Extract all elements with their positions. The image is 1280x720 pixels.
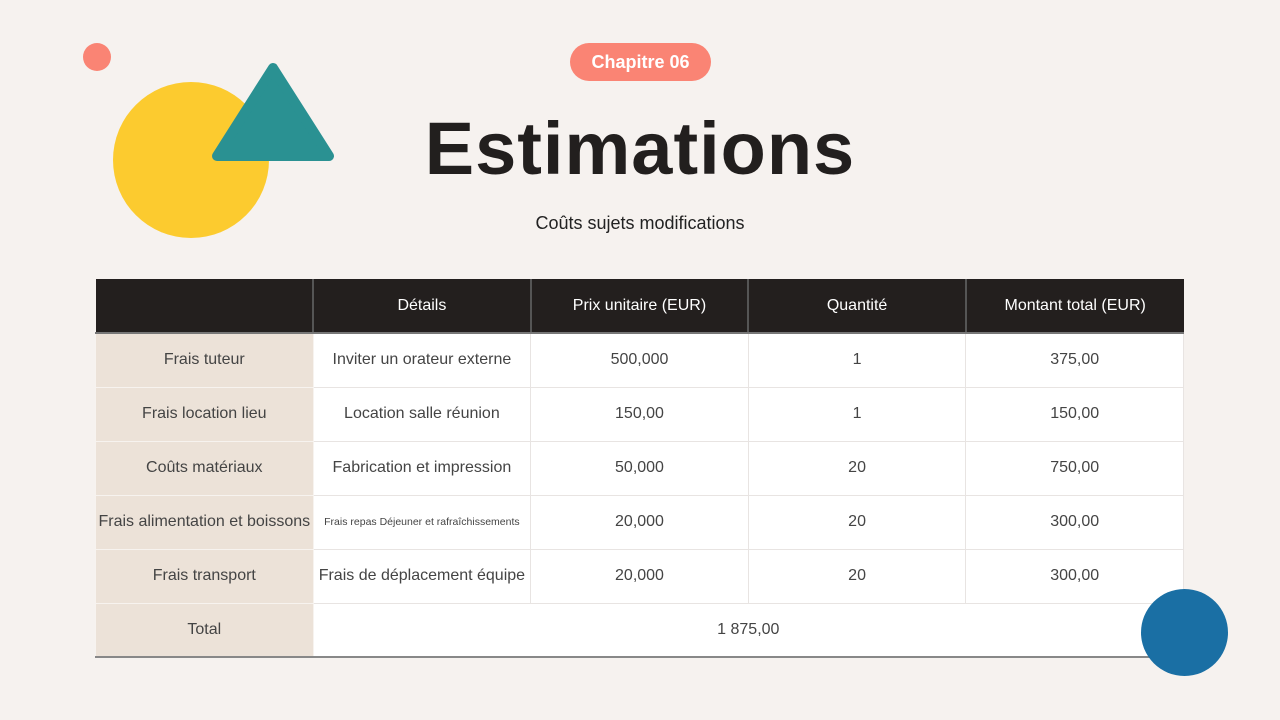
decorative-coral-dot [83, 43, 111, 71]
row-label: Frais location lieu [95, 386, 314, 442]
decorative-teal-triangle [212, 63, 334, 161]
row-unit-price: 20,000 [530, 494, 749, 550]
row-label: Frais tuteur [95, 332, 314, 388]
table-row: Frais tuteur Inviter un orateur externe 50… [95, 332, 1184, 388]
table-row: Frais location lieu Location salle réunio… [95, 386, 1184, 442]
row-label: Coûts matériaux [95, 440, 314, 496]
row-details: Inviter un orateur externe [312, 332, 532, 388]
header-total: Montant total (EUR) [964, 279, 1184, 334]
row-quantity: 20 [747, 494, 967, 550]
table-row: Frais transport Frais de déplacement équi… [95, 548, 1184, 604]
row-details: Location salle réunion [312, 386, 532, 442]
row-label: Frais alimentation et boissons [95, 494, 314, 550]
row-total: 300,00 [965, 494, 1184, 550]
chapter-badge: Chapitre 06 [570, 43, 711, 81]
decorative-blue-circle [1141, 589, 1228, 676]
total-row: Total 1 875,00 [95, 602, 1185, 658]
row-quantity: 1 [747, 386, 967, 442]
row-unit-price: 50,000 [530, 440, 749, 496]
row-total: 300,00 [965, 548, 1184, 604]
row-details: Frais de déplacement équipe [312, 548, 532, 604]
header-empty [95, 279, 314, 334]
header-unit-price: Prix unitaire (EUR) [529, 279, 749, 334]
row-total: 750,00 [965, 440, 1184, 496]
header-details: Détails [312, 279, 531, 334]
row-details: Fabrication et impression [312, 440, 532, 496]
table-row: Coûts matériaux Fabrication et impression… [95, 440, 1184, 496]
total-value: 1 875,00 [312, 602, 1185, 658]
row-label: Frais transport [95, 548, 314, 604]
row-quantity: 20 [747, 548, 967, 604]
estimates-table: Détails Prix unitaire (EUR) Quantité Mon… [95, 279, 1185, 658]
row-quantity: 20 [747, 440, 967, 496]
row-quantity: 1 [747, 332, 967, 388]
row-details: Frais repas Déjeuner et rafraîchissement… [312, 494, 532, 550]
row-unit-price: 150,00 [530, 386, 749, 442]
row-total: 375,00 [965, 332, 1184, 388]
page-title: Estimations [424, 107, 856, 190]
row-unit-price: 20,000 [530, 548, 749, 604]
header-quantity: Quantité [747, 279, 966, 334]
table-header-row: Détails Prix unitaire (EUR) Quantité Mon… [95, 279, 1184, 334]
table-row: Frais alimentation et boissons Frais repa… [95, 494, 1184, 550]
total-label: Total [95, 602, 314, 658]
row-unit-price: 500,000 [530, 332, 749, 388]
page-subtitle: Coûts sujets modifications [535, 213, 745, 233]
row-total: 150,00 [965, 386, 1184, 442]
